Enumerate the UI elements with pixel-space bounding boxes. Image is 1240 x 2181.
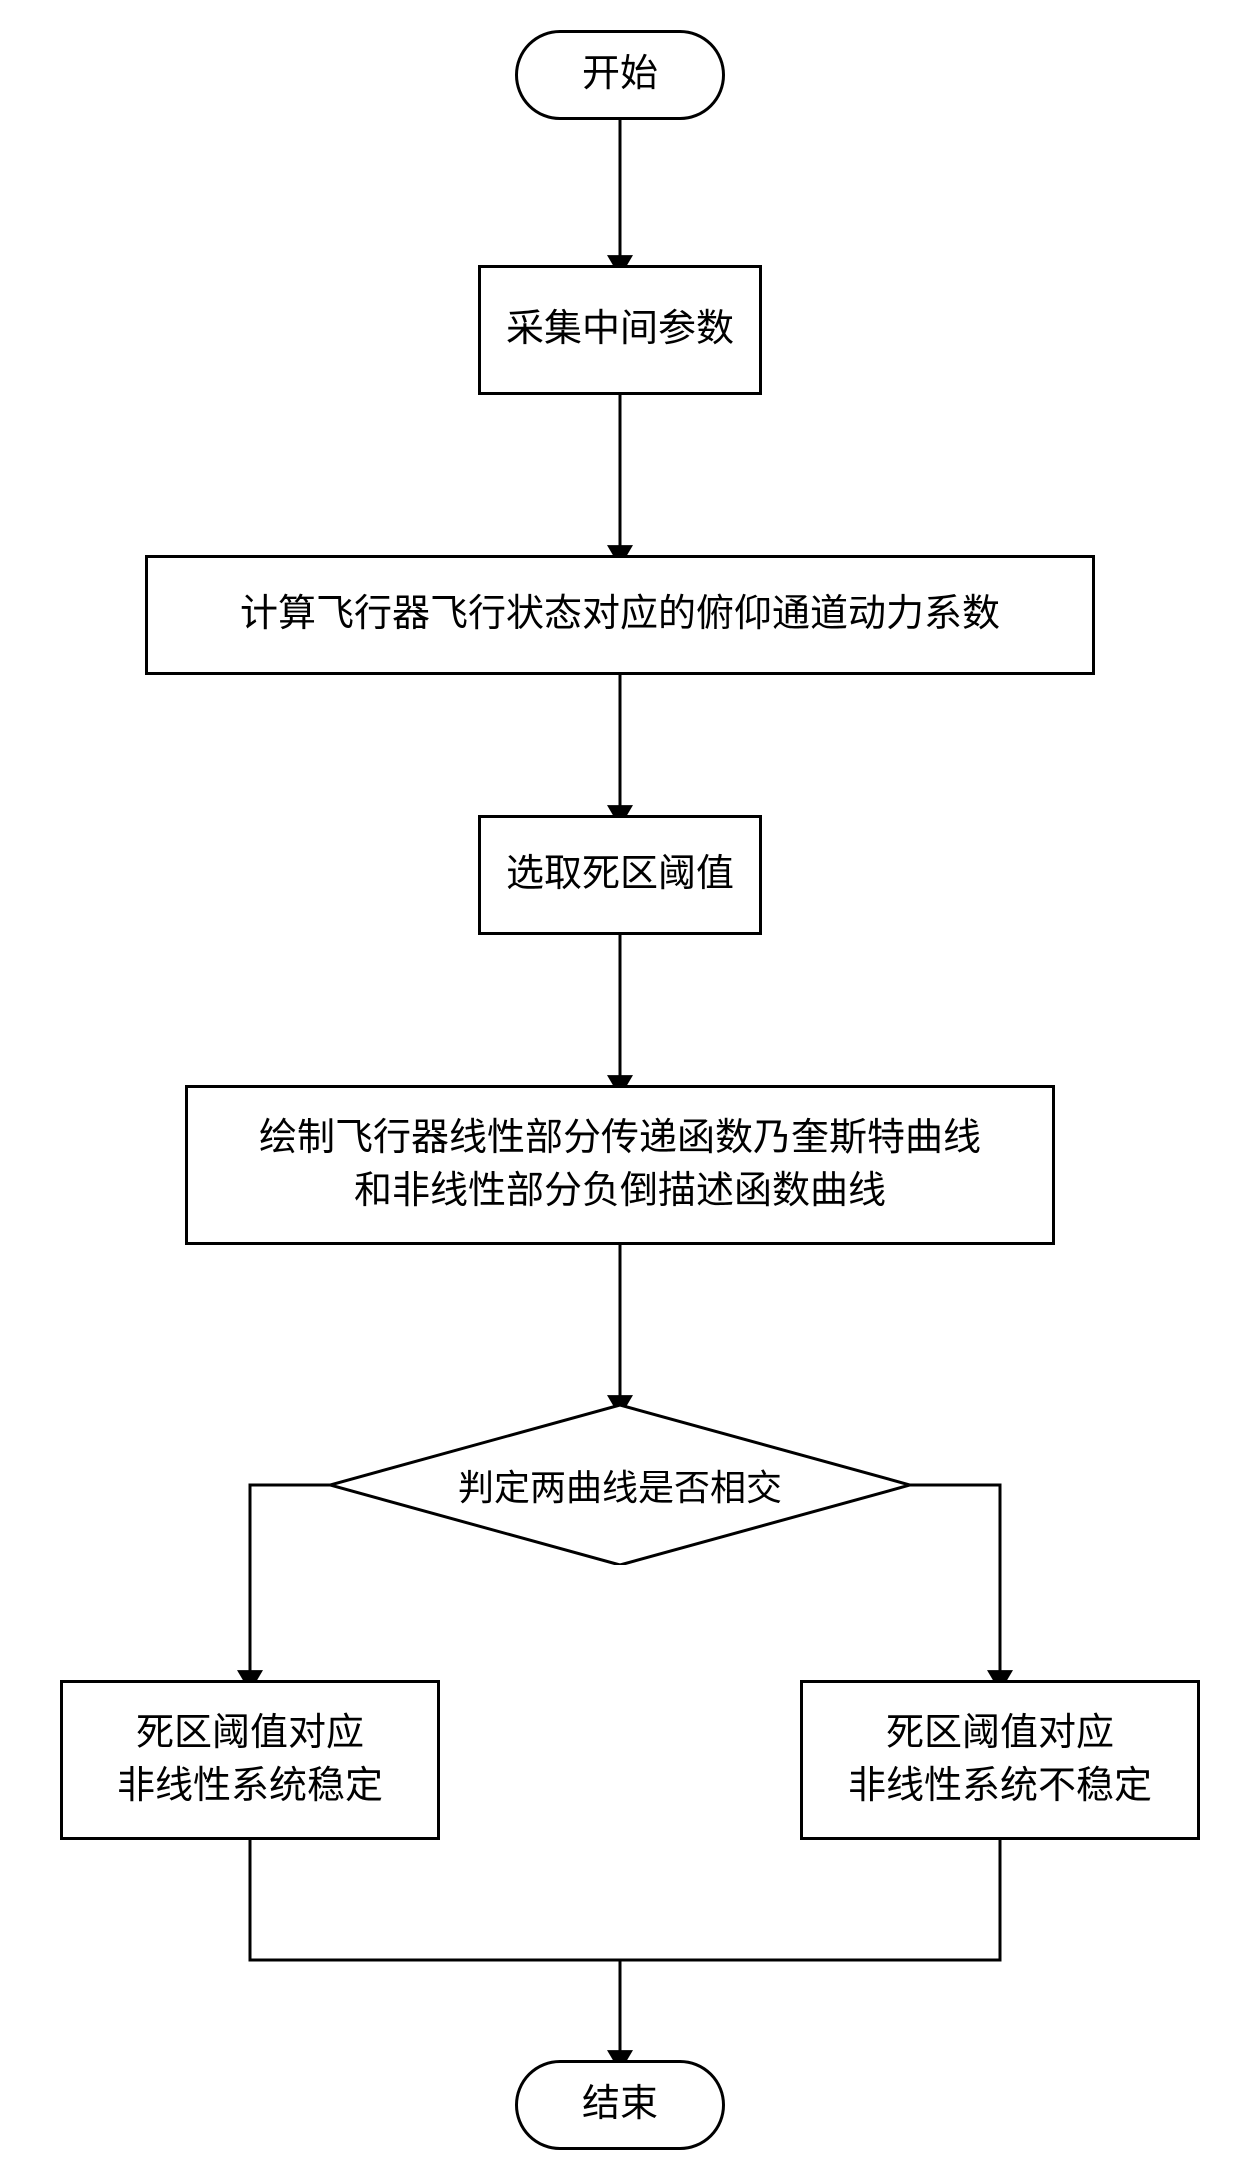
node-end: 结束 (515, 2060, 725, 2150)
node-unstable: 死区阈值对应非线性系统不稳定 (800, 1680, 1200, 1840)
node-stable: 死区阈值对应非线性系统稳定 (60, 1680, 440, 1840)
node-select: 选取死区阈值 (478, 815, 762, 935)
flowchart-canvas: 开始采集中间参数计算飞行器飞行状态对应的俯仰通道动力系数选取死区阈值绘制飞行器线… (0, 0, 1240, 2181)
edge-stable-merge1 (250, 1840, 620, 1960)
node-judge: 判定两曲线是否相交 (330, 1405, 910, 1565)
node-curves: 绘制飞行器线性部分传递函数乃奎斯特曲线和非线性部分负倒描述函数曲线 (185, 1085, 1055, 1245)
node-collect: 采集中间参数 (478, 265, 762, 395)
edge-judge-stable (250, 1485, 330, 1680)
node-compute: 计算飞行器飞行状态对应的俯仰通道动力系数 (145, 555, 1095, 675)
node-label-judge: 判定两曲线是否相交 (330, 1405, 910, 1565)
node-start: 开始 (515, 30, 725, 120)
edge-unstable-merge2 (620, 1840, 1000, 1960)
edge-judge-unstable (910, 1485, 1000, 1680)
